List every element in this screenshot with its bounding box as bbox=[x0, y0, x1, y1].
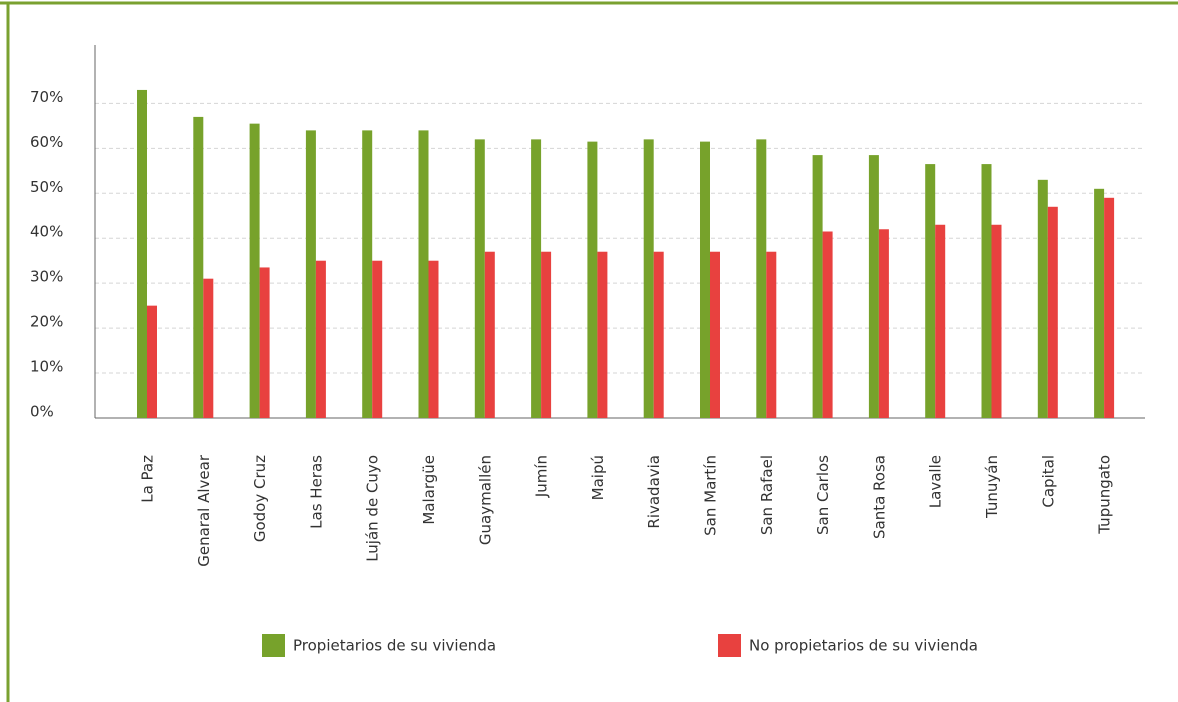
x-tick-label: Santa Rosa bbox=[870, 455, 888, 539]
x-tick-label: La Paz bbox=[139, 455, 157, 503]
bar bbox=[981, 164, 992, 418]
bar bbox=[541, 251, 552, 418]
bar bbox=[812, 155, 823, 418]
x-tick-label: Genaral Alvear bbox=[195, 454, 213, 567]
legend-swatch bbox=[718, 634, 741, 657]
x-tick-label: Maipú bbox=[589, 455, 607, 500]
y-tick-label: 0% bbox=[30, 403, 54, 421]
y-tick-label: 70% bbox=[30, 88, 63, 106]
x-tick-label: San Martín bbox=[702, 455, 720, 536]
bar bbox=[531, 139, 542, 419]
bar bbox=[362, 130, 373, 418]
y-tick-label: 10% bbox=[30, 358, 63, 376]
bar bbox=[315, 260, 326, 418]
bar bbox=[1037, 179, 1048, 418]
y-tick-label: 60% bbox=[30, 133, 63, 151]
legend-label: Propietarios de su vivienda bbox=[293, 637, 496, 655]
bar bbox=[878, 229, 889, 418]
bar bbox=[418, 130, 429, 418]
bar bbox=[587, 141, 598, 418]
y-tick-label: 20% bbox=[30, 313, 63, 331]
bar bbox=[766, 251, 777, 418]
bar bbox=[597, 251, 608, 418]
y-tick-label: 30% bbox=[30, 268, 63, 286]
bar bbox=[1094, 188, 1105, 418]
x-tick-label: Malargüe bbox=[420, 455, 438, 525]
bar bbox=[1104, 197, 1115, 418]
bar bbox=[653, 251, 664, 418]
x-tick-label: Tunuyán bbox=[983, 455, 1001, 519]
y-tick-label: 50% bbox=[30, 178, 63, 196]
x-tick-label: Tupungato bbox=[1096, 455, 1114, 535]
bar bbox=[428, 260, 439, 418]
bar bbox=[193, 116, 204, 418]
legend-label: No propietarios de su vivienda bbox=[749, 637, 978, 655]
bar bbox=[147, 305, 157, 418]
bar bbox=[474, 139, 485, 419]
x-tick-label: Jumín bbox=[533, 455, 551, 498]
x-tick-label: Luján de Cuyo bbox=[364, 455, 382, 562]
bar bbox=[259, 267, 270, 418]
x-tick-label: Lavalle bbox=[927, 455, 945, 508]
bar bbox=[822, 231, 833, 418]
bar bbox=[305, 130, 316, 418]
bar bbox=[372, 260, 383, 418]
bar bbox=[203, 278, 214, 418]
bar bbox=[700, 141, 710, 418]
bar bbox=[868, 155, 879, 418]
bar bbox=[925, 164, 936, 418]
y-tick-label: 40% bbox=[30, 223, 63, 241]
bar bbox=[1047, 206, 1058, 418]
x-tick-label: Las Heras bbox=[307, 455, 325, 529]
legend-swatch bbox=[262, 634, 285, 657]
bar bbox=[137, 89, 147, 418]
bar bbox=[991, 224, 1002, 418]
bar bbox=[643, 139, 654, 419]
x-tick-label: San Rafael bbox=[758, 455, 776, 535]
x-tick-label: Rivadavia bbox=[645, 455, 663, 529]
x-tick-label: Godoy Cruz bbox=[251, 455, 269, 542]
bar bbox=[935, 224, 946, 418]
x-tick-label: San Carlos bbox=[814, 455, 832, 535]
bar bbox=[249, 123, 260, 418]
bar bbox=[756, 139, 767, 419]
x-tick-label: Capital bbox=[1039, 455, 1057, 508]
bar bbox=[710, 251, 720, 418]
x-tick-label: Guaymallén bbox=[476, 455, 494, 545]
bar bbox=[484, 251, 495, 418]
